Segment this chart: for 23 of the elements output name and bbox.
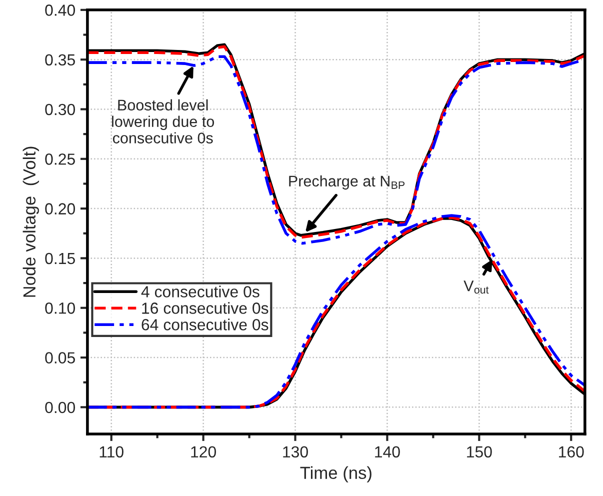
- legend-label: 16 consecutive 0s: [142, 302, 268, 314]
- y-tick-label: 0.05: [45, 352, 75, 364]
- x-tick-label: 160: [559, 446, 584, 458]
- legend-label: 64 consecutive 0s: [142, 318, 268, 330]
- y-axis-title: Node voltage (Volt): [22, 146, 39, 297]
- x-tick-label: 150: [467, 446, 492, 458]
- y-tick-label: 0.30: [45, 104, 76, 116]
- x-tick-label: 120: [191, 446, 216, 458]
- legend-label: 4 consecutive 0s: [141, 286, 260, 298]
- y-tick-label: 0.35: [45, 54, 75, 66]
- y-tick-label: 0.25: [45, 154, 75, 165]
- x-axis-title: Time (ns): [300, 466, 372, 482]
- y-tick-label: 0.10: [45, 302, 76, 314]
- x-tick-label: 110: [100, 446, 124, 458]
- x-tick-label: 130: [283, 446, 308, 458]
- annotation: Boosted level lowering due to consecutive 0s: [112, 99, 214, 144]
- y-tick-label: 0.15: [45, 252, 75, 264]
- y-tick-label: 0.20: [45, 203, 76, 214]
- y-tick-label: 0.00: [45, 402, 76, 414]
- y-tick-label: 0.40: [45, 4, 76, 16]
- annotation: Precharge at N$_{BP}$: [289, 175, 405, 190]
- x-tick-label: 140: [375, 446, 400, 458]
- annotation: V$_{out}$: [464, 280, 489, 294]
